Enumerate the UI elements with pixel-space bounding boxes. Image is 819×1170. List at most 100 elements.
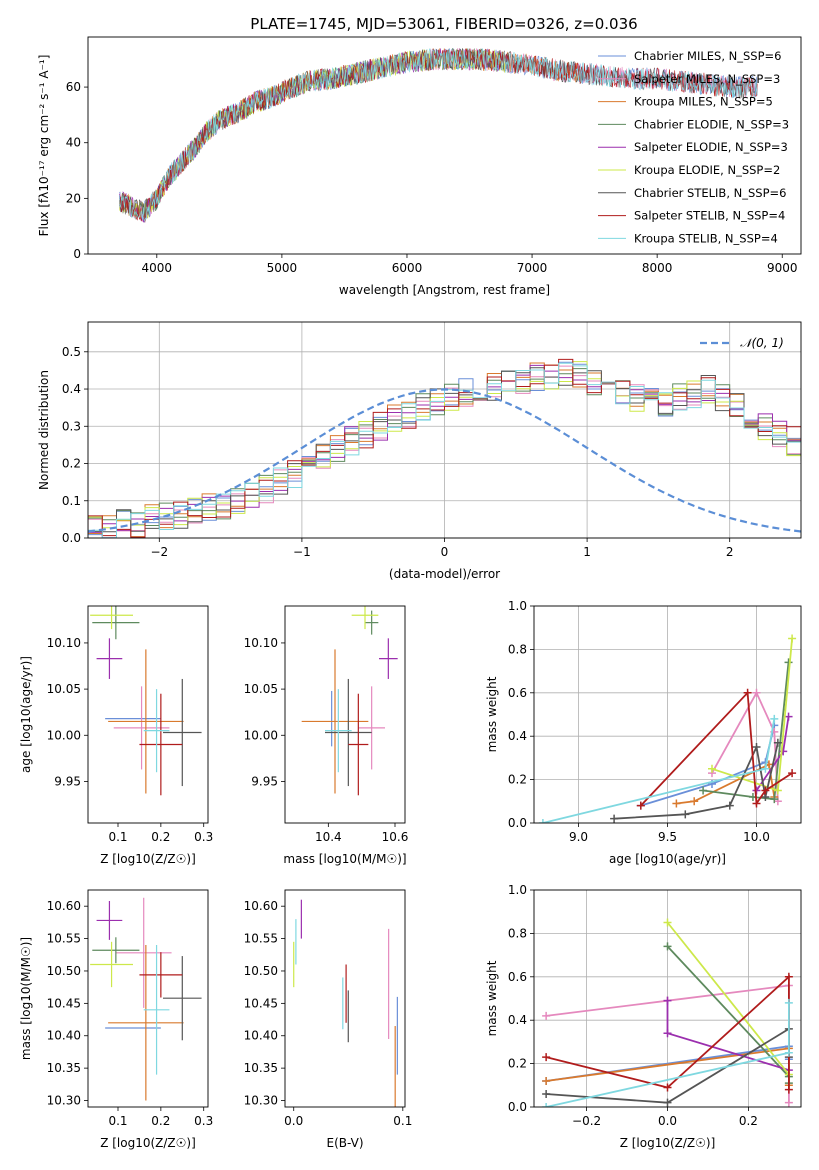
x-tick-label: 0.2 xyxy=(151,830,170,844)
weight-marker xyxy=(784,712,793,721)
x-tick-label: 0.0 xyxy=(284,1114,303,1128)
x-tick-label: 6000 xyxy=(392,261,423,275)
x-tick-label: 10.0 xyxy=(743,830,770,844)
x-tick-label: 0.1 xyxy=(108,830,127,844)
errorbar-point xyxy=(92,937,140,964)
axes-frame xyxy=(87,889,209,1108)
y-tick-label: 10.55 xyxy=(47,932,81,946)
weight-marker xyxy=(538,819,547,823)
x-axis-label: E(B-V) xyxy=(326,1136,363,1150)
weight-marker xyxy=(663,1029,672,1038)
x-tick-label: 0.1 xyxy=(393,1114,412,1128)
legend-entry: Kroupa ELODIE, N_SSP=2 xyxy=(634,163,780,177)
weight-marker xyxy=(542,1103,551,1107)
spectrum-series-line xyxy=(119,48,758,222)
legend-entry: Kroupa MILES, N_SSP=5 xyxy=(634,95,773,109)
y-tick-label: 0.2 xyxy=(508,773,527,787)
x-tick-label: −0.2 xyxy=(572,1114,601,1128)
y-tick-label: 10.35 xyxy=(47,1061,81,1075)
x-axis-label: wavelength [Angstrom, rest frame] xyxy=(339,283,550,297)
x-tick-label: 0.3 xyxy=(194,830,213,844)
y-tick-label: 10.35 xyxy=(244,1061,278,1075)
weight-marker xyxy=(784,658,793,667)
weight-marker xyxy=(610,814,619,823)
weight-marker xyxy=(542,1089,551,1098)
errorbar-point xyxy=(139,693,183,796)
y-tick-label: 40 xyxy=(66,136,81,150)
weight-marker xyxy=(784,1048,793,1057)
axes-frame xyxy=(87,605,209,824)
y-tick-label: 0.6 xyxy=(508,970,527,984)
errorbar-point xyxy=(143,689,170,773)
y-tick-label: 0 xyxy=(73,247,81,261)
y-tick-label: 20 xyxy=(66,191,81,205)
y-tick-label: 10.30 xyxy=(47,1094,81,1108)
errorbar-point xyxy=(143,945,170,1075)
weight_vs_Z-plot-area xyxy=(542,918,793,1107)
histogram-series xyxy=(88,362,801,538)
age_vs_mass-plot-area xyxy=(301,606,398,796)
axes-frame xyxy=(284,889,406,1108)
errorbar-point xyxy=(96,901,123,940)
axes-frame xyxy=(284,605,406,824)
axes-frame xyxy=(87,321,802,539)
y-tick-label: 0.2 xyxy=(62,457,81,471)
weight-marker xyxy=(663,918,672,927)
mass_vs_ebv-plot-area xyxy=(293,899,398,1107)
y-tick-label: 10.50 xyxy=(244,964,278,978)
y-tick-label: 10.05 xyxy=(47,682,81,696)
weight-marker xyxy=(681,810,690,819)
legend-entry: Salpeter ELODIE, N_SSP=3 xyxy=(634,140,788,154)
x-tick-label: 0.3 xyxy=(194,1114,213,1128)
x-tick-label: 9.5 xyxy=(658,830,677,844)
weight-marker xyxy=(663,1098,672,1107)
y-tick-label: 0.4 xyxy=(508,1013,527,1027)
x-tick-label: 10.6 xyxy=(382,830,409,844)
y-tick-label: 0.2 xyxy=(508,1057,527,1071)
weight-marker xyxy=(761,786,770,795)
weight-marker xyxy=(770,795,779,804)
spectrum-legend: Chabrier MILES, N_SSP=6 Salpeter MILES, N… xyxy=(598,49,789,245)
weight-marker xyxy=(725,801,734,810)
x-tick-label: 2 xyxy=(726,545,734,559)
y-axis-label: Flux [fλ10⁻¹⁷ erg cm⁻² s⁻¹ A⁻¹] xyxy=(37,55,51,237)
legend-entry: Chabrier MILES, N_SSP=6 xyxy=(634,49,781,63)
spectrum-series-line xyxy=(119,48,758,222)
y-tick-label: 10.00 xyxy=(47,728,81,742)
x-tick-label: 7000 xyxy=(517,261,548,275)
residual_hist-plot-area xyxy=(88,358,801,538)
y-axis-label: age [log10(age/yr)] xyxy=(19,656,33,773)
mass_vs_Z-plot-area xyxy=(90,897,202,1101)
weight-marker xyxy=(752,799,761,808)
errorbar-point xyxy=(379,638,398,679)
x-tick-label: 8000 xyxy=(642,261,673,275)
histogram-series xyxy=(88,361,801,538)
weight-marker xyxy=(773,786,782,795)
y-tick-label: 10.10 xyxy=(244,636,278,650)
y-tick-label: 10.60 xyxy=(47,899,81,913)
y-tick-label: 10.45 xyxy=(244,996,278,1010)
weight-marker xyxy=(784,1085,793,1094)
weight_vs_age-plot-area xyxy=(538,634,797,823)
axes-frame xyxy=(87,36,802,255)
y-axis-label: mass [log10(M/M☉)] xyxy=(19,937,33,1060)
errorbar-point xyxy=(90,941,133,988)
errorbar-point xyxy=(96,638,123,679)
weight-marker xyxy=(752,688,761,697)
age_vs_Z-plot-area xyxy=(90,606,202,796)
spectrum-series-line xyxy=(119,48,758,222)
errorbar-point xyxy=(365,610,379,635)
y-tick-label: 10.60 xyxy=(244,899,278,913)
y-tick-label: 10.55 xyxy=(244,932,278,946)
y-tick-label: 10.30 xyxy=(244,1094,278,1108)
errorbar-point xyxy=(348,693,369,796)
weight-marker xyxy=(773,738,782,747)
legend-entry: Salpeter STELIB, N_SSP=4 xyxy=(634,209,785,223)
y-tick-label: 0.4 xyxy=(62,382,81,396)
x-axis-label: mass [log10(M/M☉)] xyxy=(283,852,406,866)
x-tick-label: 0 xyxy=(441,545,449,559)
y-axis-label: Normed distribution xyxy=(37,370,51,490)
y-tick-label: 0.1 xyxy=(62,494,81,508)
weight-series-line xyxy=(676,763,776,805)
y-tick-label: 0.0 xyxy=(62,531,81,545)
